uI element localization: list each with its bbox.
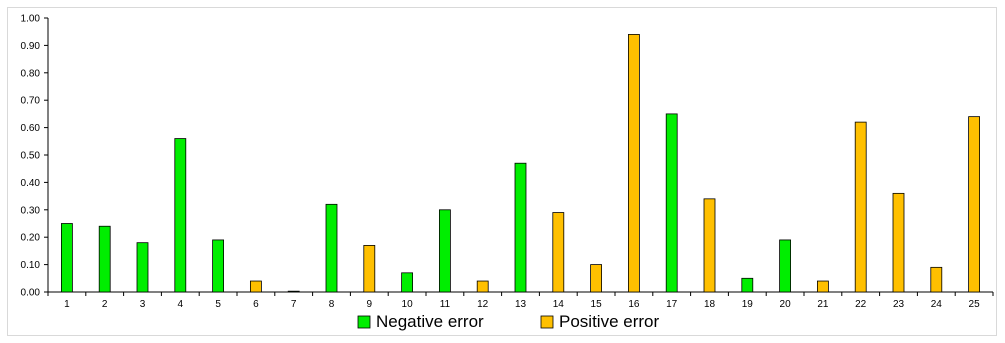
y-tick-label: 0.40 [21,178,41,189]
legend-swatch [540,315,554,329]
x-tick-label: 11 [440,299,451,310]
bar-negative-error-10 [401,272,414,293]
bar-positive-error-6 [249,280,262,293]
x-tick-label: 9 [367,299,373,310]
bar-negative-error-2 [98,225,111,293]
bar-negative-error-20 [779,239,791,293]
y-axis: 0.00 0.10 0.20 0.30 0.40 0.50 0.60 0.70 0.80 0.90… [21,14,49,299]
bar-positive-error-16 [628,34,640,293]
chart-frame [7,7,997,336]
x-tick-label: 16 [628,299,640,310]
y-tick-label: 0.60 [21,123,41,134]
bar-negative-error-13 [514,162,527,293]
bar-negative-error-5 [212,239,225,293]
bar-positive-error-24 [930,266,943,293]
bar-positive-error-12 [476,280,489,293]
legend-label: Positive error [559,312,659,331]
x-tick-label: 23 [893,299,905,310]
bars [61,34,980,293]
y-tick-label: 0.70 [21,96,41,107]
y-tick-label: 0.00 [21,288,41,299]
x-tick-label: 12 [477,299,489,310]
y-tick-label: 0.80 [21,68,41,79]
y-tick-label: 0.10 [21,260,41,271]
bar-positive-error-25 [968,116,980,293]
legend-label: Negative error [376,312,484,331]
y-tick-label: 1.00 [21,14,41,25]
bar-positive-error-23 [892,192,905,293]
x-tick-label: 3 [140,299,146,310]
x-tick-label: 6 [253,299,259,310]
bar-positive-error-15 [590,264,602,293]
x-tick-label: 19 [742,299,754,310]
bar-negative-error-4 [174,138,187,293]
bar-positive-error-22 [854,121,867,293]
y-tick-label: 0.20 [21,233,41,244]
x-tick-label: 2 [102,299,108,310]
bar-negative-error-19 [741,277,754,293]
x-tick-label: 7 [291,299,297,310]
bar-negative-error-11 [438,209,451,293]
bar-positive-error-9 [363,245,376,293]
bar-positive-error-21 [817,280,829,293]
x-tick-label: 5 [215,299,221,310]
x-tick-label: 22 [855,299,867,310]
legend-swatch [357,315,371,329]
x-tick-label: 24 [931,299,943,310]
x-tick-label: 8 [329,299,335,310]
x-tick-label: 10 [402,299,414,310]
x-tick-label: 15 [591,299,603,310]
bar-negative-error-1 [61,223,73,293]
bar-positive-error-14 [552,212,565,293]
x-tick-label: 20 [780,299,792,310]
legend: Negative error Positive error [357,312,659,331]
bar-negative-error-7 [287,290,300,293]
bar-negative-error-8 [325,203,338,293]
x-tick-label: 25 [969,299,981,310]
x-tick-label: 18 [704,299,716,310]
x-tick-label: 1 [64,299,70,310]
bar-positive-error-18 [703,198,716,293]
x-axis: 1 2 3 4 5 6 7 8 9 10 11 12 13 14 15 16 17 18 19 20 21 22 23 24 2… [47,291,994,310]
x-tick-label: 17 [666,299,678,310]
bar-negative-error-3 [136,242,149,293]
x-tick-label: 21 [817,299,829,310]
x-tick-label: 4 [178,299,184,310]
y-tick-label: 0.90 [21,41,41,52]
y-tick-label: 0.50 [21,151,41,162]
x-tick-label: 14 [553,299,565,310]
bar-negative-error-17 [665,113,678,293]
x-tick-label: 13 [515,299,527,310]
y-tick-label: 0.30 [21,205,41,216]
